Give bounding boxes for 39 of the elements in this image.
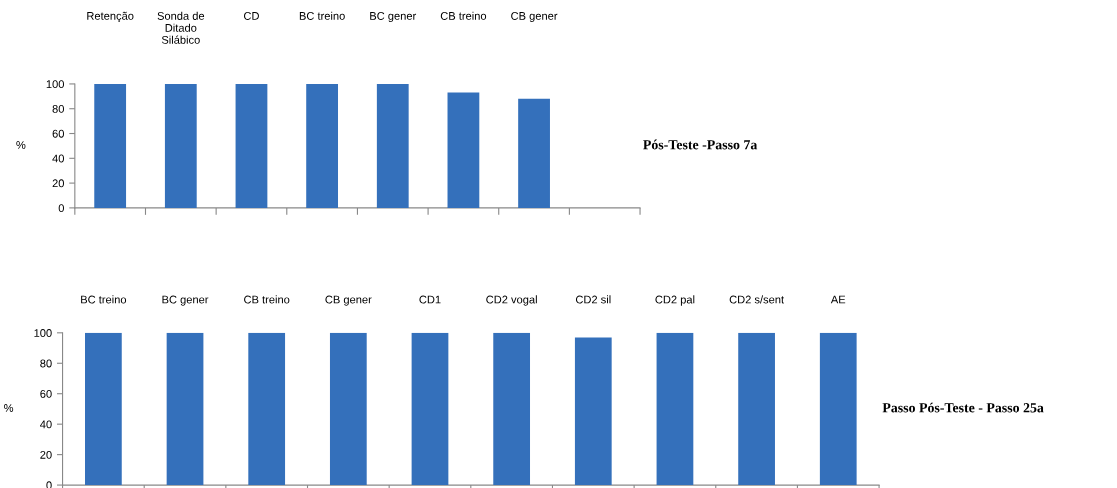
y-tick-label: 40: [40, 420, 52, 429]
bar: [518, 98, 550, 208]
y-tick-label: 0: [58, 204, 64, 213]
bar: [94, 83, 127, 208]
x-tick-label: BC gener: [370, 12, 417, 23]
y-tick-label: 80: [40, 359, 52, 368]
text: Pós-Teste -Passo 7a: [643, 139, 758, 150]
y-tick-label: 20: [40, 450, 52, 459]
bar: [447, 92, 480, 208]
x-tick-label: AE: [830, 295, 846, 304]
x-tick-label: CB gener: [325, 295, 372, 306]
x-tick-label: CD2 pal: [655, 295, 695, 306]
y-tick-label: 40: [52, 154, 64, 163]
y-axis-title: %: [16, 141, 26, 149]
y-tick-label: 80: [52, 104, 64, 113]
x-tick-label: CD2 s/sent: [729, 295, 784, 304]
y-tick-label: 60: [40, 389, 52, 398]
bar: [306, 83, 339, 208]
bar: [235, 83, 268, 208]
y-axis-title: %: [4, 404, 14, 412]
x-tick-label: CB treino: [440, 11, 487, 20]
bar: [376, 83, 409, 208]
y-tick-label: 100: [46, 80, 64, 89]
y-tick-label: 60: [52, 129, 64, 138]
x-tick-label: CD1: [419, 295, 441, 304]
x-tick-label: Sonda de Ditado Silábico: [157, 11, 205, 44]
x-tick-label: Retenção: [87, 11, 134, 23]
x-tick-label: CB treino: [244, 295, 290, 304]
x-tick-label: CD2 sil: [575, 295, 611, 304]
x-tick-label: CD: [244, 12, 259, 20]
x-tick-label: BC treino: [81, 295, 127, 304]
x-tick-label: CD2 vogal: [486, 295, 537, 306]
x-tick-label: BC gener: [162, 295, 209, 306]
bar: [164, 83, 197, 208]
y-tick-label: 20: [52, 179, 64, 188]
x-tick-label: CB gener: [511, 12, 558, 23]
x-tick-label: BC treino: [299, 11, 345, 20]
text: Passo Pós-Teste - Passo 25a: [882, 402, 1044, 413]
y-tick-label: 100: [34, 329, 52, 337]
